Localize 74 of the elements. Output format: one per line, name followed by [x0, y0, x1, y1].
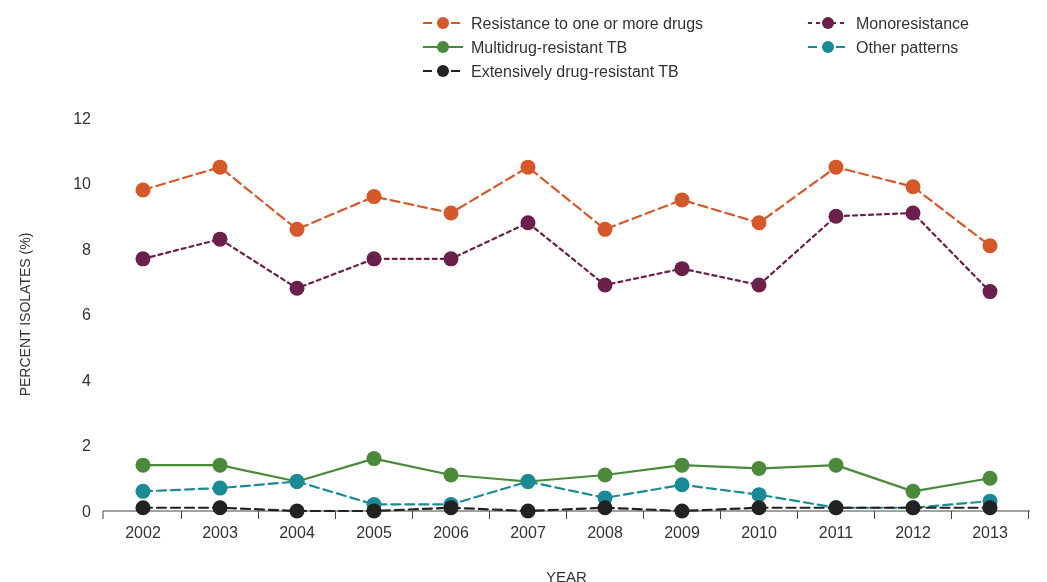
- point: [366, 503, 382, 519]
- x-tick-label: 2008: [587, 524, 623, 541]
- x-tick-label: 2010: [741, 524, 777, 541]
- point: [135, 500, 151, 516]
- point: [674, 457, 690, 473]
- point: [520, 159, 536, 175]
- y-tick-label: 12: [73, 109, 92, 127]
- x-tick-label: 2011: [818, 524, 854, 541]
- point: [443, 251, 459, 267]
- point: [366, 251, 382, 267]
- point: [520, 503, 536, 519]
- x-tick-label: 2012: [895, 524, 931, 541]
- point: [674, 192, 690, 208]
- x-axis-title: YEAR: [546, 568, 588, 582]
- point: [905, 179, 921, 195]
- x-tick-label: 2002: [125, 524, 161, 541]
- x-tick-label: 2009: [664, 524, 700, 541]
- point: [751, 460, 767, 476]
- point: [366, 189, 382, 205]
- point: [751, 277, 767, 293]
- point: [597, 467, 613, 483]
- point: [751, 487, 767, 503]
- y-tick-label: 10: [73, 175, 92, 193]
- point: [751, 500, 767, 516]
- point: [982, 500, 998, 516]
- point: [597, 221, 613, 237]
- point: [520, 215, 536, 231]
- y-tick-label: 0: [82, 502, 92, 520]
- point: [443, 467, 459, 483]
- y-tick-label: 8: [82, 240, 92, 258]
- legend-label: Other patterns: [856, 38, 959, 56]
- y-tick-label: 6: [82, 306, 92, 324]
- point: [982, 284, 998, 300]
- point: [135, 457, 151, 473]
- point: [212, 457, 228, 473]
- point: [751, 215, 767, 231]
- legend-label: Resistance to one or more drugs: [471, 14, 704, 32]
- point: [212, 159, 228, 175]
- legend-label: Multidrug-resistant TB: [471, 38, 628, 56]
- point: [828, 208, 844, 224]
- point: [135, 182, 151, 198]
- point: [674, 477, 690, 493]
- point: [443, 500, 459, 516]
- y-tick-label: 2: [82, 437, 92, 455]
- point: [366, 451, 382, 467]
- point: [135, 483, 151, 499]
- point: [443, 205, 459, 221]
- y-tick-label: 4: [82, 371, 92, 389]
- point: [674, 503, 690, 519]
- point: [828, 159, 844, 175]
- point: [982, 238, 998, 254]
- point: [212, 480, 228, 496]
- point: [289, 503, 305, 519]
- point: [828, 457, 844, 473]
- point: [597, 277, 613, 293]
- point: [982, 470, 998, 486]
- x-tick-label: 2004: [279, 524, 315, 541]
- x-tick-label: 2003: [202, 524, 238, 541]
- x-tick-label: 2006: [433, 524, 469, 541]
- point: [212, 231, 228, 247]
- point: [135, 251, 151, 267]
- point: [905, 483, 921, 499]
- x-tick-label: 2007: [510, 524, 546, 541]
- x-tick-label: 2013: [972, 524, 1008, 541]
- x-tick-label: 2005: [356, 524, 392, 541]
- legend-label: Extensively drug-resistant TB: [471, 62, 679, 80]
- point: [905, 205, 921, 221]
- point: [212, 500, 228, 516]
- point: [289, 221, 305, 237]
- y-axis-title: PERCENT ISOLATES (%): [17, 232, 33, 397]
- legend-label: Monoresistance: [856, 14, 970, 32]
- point: [289, 280, 305, 296]
- point: [597, 500, 613, 516]
- point: [674, 261, 690, 277]
